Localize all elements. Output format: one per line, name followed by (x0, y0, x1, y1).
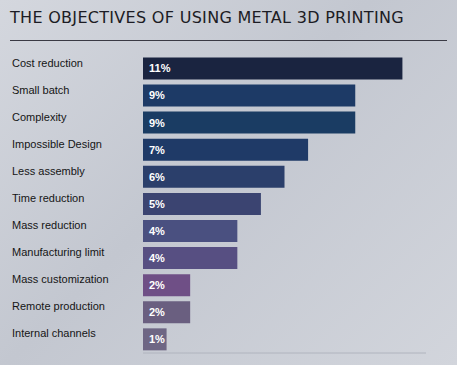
svg-text:6%: 6% (149, 171, 165, 183)
svg-text:5%: 5% (149, 198, 165, 210)
svg-text:Impossible Design: Impossible Design (12, 138, 102, 150)
svg-text:2%: 2% (149, 279, 165, 291)
svg-text:Remote production: Remote production (12, 300, 105, 312)
svg-text:Cost reduction: Cost reduction (12, 57, 83, 69)
svg-text:7%: 7% (149, 144, 165, 156)
svg-text:Mass customization: Mass customization (12, 273, 109, 285)
svg-text:Less assembly: Less assembly (12, 165, 85, 177)
svg-text:Small batch: Small batch (12, 84, 69, 96)
svg-text:9%: 9% (149, 89, 165, 101)
svg-text:4%: 4% (149, 252, 165, 264)
svg-text:11%: 11% (149, 62, 171, 74)
svg-text:2%: 2% (149, 306, 165, 318)
svg-text:4%: 4% (149, 225, 165, 237)
svg-text:1%: 1% (149, 333, 165, 345)
html-text:THE OBJECTIVES OF USING METAL: THE OBJECTIVES OF USING METAL 3D PRINTIN… (10, 8, 404, 27)
svg-text:Time reduction: Time reduction (12, 192, 84, 204)
svg-text:9%: 9% (149, 117, 165, 129)
svg-text:Manufacturing limit: Manufacturing limit (12, 246, 104, 258)
svg-text:Mass reduction: Mass reduction (12, 219, 87, 231)
svg-text:Complexity: Complexity (12, 111, 67, 123)
svg-text:Internal channels: Internal channels (12, 327, 96, 339)
